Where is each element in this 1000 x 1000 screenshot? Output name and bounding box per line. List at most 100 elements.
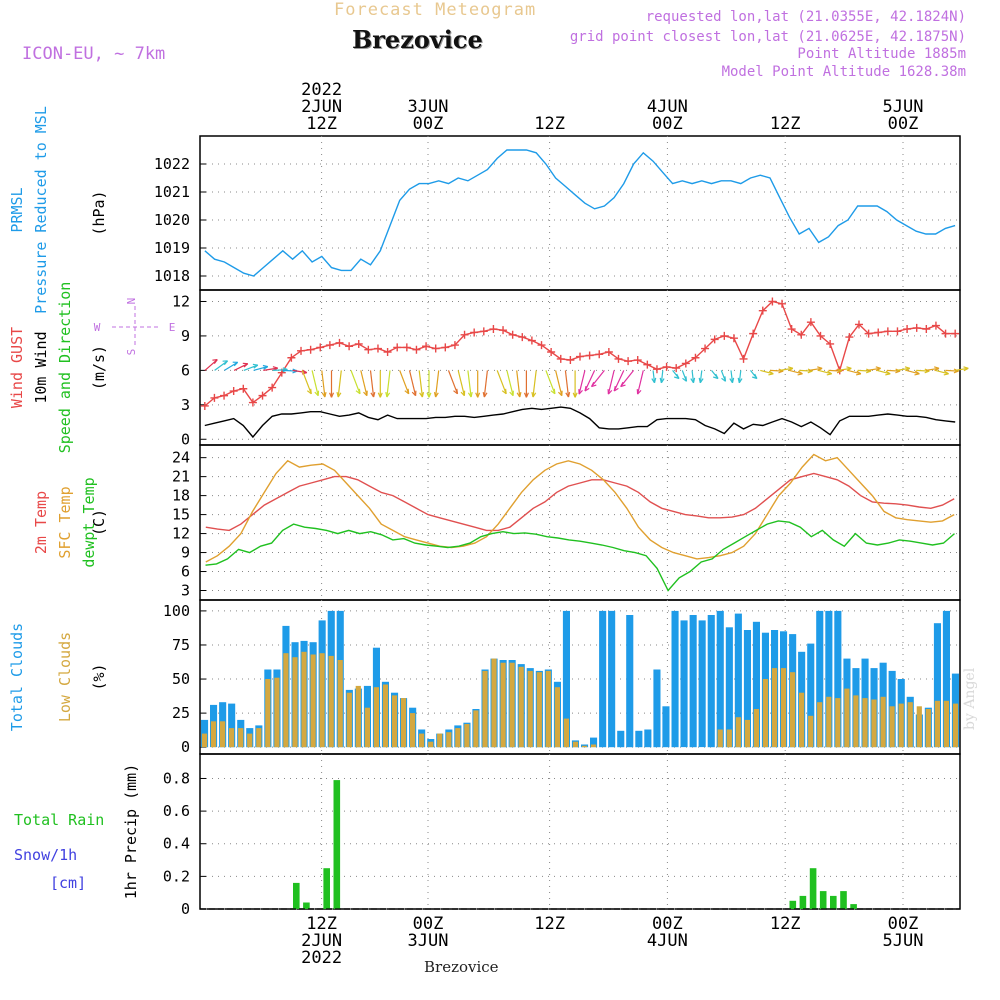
wind-arrow-head-24	[433, 391, 439, 398]
clouds-bar-total-clouds-58	[725, 627, 733, 748]
clouds-side-label-0: Total Clouds	[8, 623, 26, 731]
gust-marker-26	[450, 341, 459, 350]
clouds-bar-low-clouds-60	[744, 719, 750, 748]
clouds-bar-low-clouds-16	[346, 692, 352, 748]
gust-marker-17	[364, 345, 373, 354]
temperature-ytick-label-5: 18	[172, 487, 190, 505]
wind-arrow-74	[925, 367, 940, 371]
clouds-bar-total-clouds-57	[716, 610, 724, 748]
gust-marker-6	[258, 391, 267, 400]
clouds-bar-total-clouds-3	[228, 703, 236, 748]
precip-frame	[199, 753, 961, 910]
clouds-bar-low-clouds-17	[355, 685, 361, 748]
clouds-bar-low-clouds-28	[455, 728, 461, 748]
pressure-side-label-1: Pressure Reduced to MSL	[32, 106, 50, 314]
gust-marker-43	[614, 354, 623, 363]
wind-arrow-14	[337, 370, 342, 398]
clouds-bar-low-clouds-75	[880, 696, 886, 748]
wind-arrow-21	[408, 370, 417, 396]
clouds-bar-low-clouds-9	[283, 653, 289, 748]
wind-arrow-head-1	[222, 360, 229, 366]
gust-marker-73	[903, 325, 912, 334]
gust-marker-28	[470, 328, 479, 337]
gust-marker-29	[479, 327, 488, 336]
wind-arrow-31	[506, 370, 514, 396]
panel-precip: 0 0.2 0.4 0.6 0.8 1hr Precip (mm) Total Rain Sn…	[14, 753, 961, 918]
gust-marker-23	[422, 342, 431, 351]
wind-arrow-41	[591, 370, 605, 387]
wind-arrow-head-39	[578, 389, 583, 395]
clouds-bar-low-clouds-24	[419, 733, 425, 748]
wind-arrow-75	[935, 369, 949, 375]
wind-arrows	[204, 359, 969, 398]
wind-side-label-1: 10m Wind	[32, 331, 50, 403]
wind-arrow-54	[730, 370, 734, 383]
temperature-side-label-1: SFC Temp	[56, 486, 74, 558]
wind-arrow-head-72	[914, 370, 920, 376]
clouds-bar-low-clouds-66	[799, 692, 805, 748]
wind-arrow-head-62	[817, 366, 823, 372]
wind-arrow-50	[691, 370, 695, 383]
bottom-time-label-4-0: 12Z	[770, 914, 801, 934]
gust-marker-25	[441, 343, 450, 352]
clouds-bar-low-clouds-25	[428, 741, 434, 748]
temperature-ytick-label-2: 9	[181, 544, 190, 562]
temperature-ytick-label-1: 6	[181, 563, 190, 581]
wind-arrow-head-45	[636, 389, 642, 395]
clouds-bar-low-clouds-38	[545, 670, 551, 748]
wind-arrow-2	[224, 361, 239, 371]
wind-arrow-3	[233, 363, 249, 371]
gust-marker-53	[710, 335, 719, 344]
pressure-unit-label: (hPa)	[90, 190, 108, 235]
wind-arrow-head-16	[363, 390, 368, 397]
bottom-time-label-1-0: 00Z	[413, 914, 444, 934]
wind-arrow-77	[955, 367, 969, 371]
wind-arrow-head-48	[674, 373, 680, 380]
wind-arrow-head-27	[467, 391, 473, 398]
gust-marker-14	[335, 338, 344, 347]
wind-arrow-4	[243, 364, 259, 371]
wind-arrow-head-74	[934, 366, 940, 372]
wind-arrow-head-49	[682, 376, 688, 382]
wind-arrow-head-12	[321, 391, 327, 398]
gust-marker-75	[922, 325, 931, 334]
gust-marker-62	[797, 330, 806, 339]
pressure-ytick-label-1: 1019	[154, 239, 190, 257]
gust-marker-63	[806, 318, 815, 327]
pressure-series-prmsl	[204, 149, 956, 277]
wind-arrow-20	[399, 370, 410, 395]
wind-arrow-57	[760, 369, 774, 375]
wind-arrow-head-51	[698, 377, 704, 384]
precip-ytick-label-2: 0.4	[163, 835, 190, 853]
model-altitude: Model Point Altitude 1628.38m	[721, 64, 966, 80]
wind-arrow-73	[916, 369, 930, 372]
wind-arrow-11	[311, 370, 319, 396]
clouds-bar-low-clouds-72	[853, 695, 859, 748]
wind-arrow-head-0	[212, 359, 218, 364]
gust-marker-13	[325, 341, 334, 350]
wind-arrow-42	[607, 370, 615, 395]
gust-marker-68	[854, 320, 863, 329]
gust-marker-34	[527, 336, 536, 345]
temperature-ytick-label-3: 12	[172, 525, 190, 543]
precip-unit-label: 1hr Precip (mm)	[122, 764, 140, 899]
clouds-bar-total-clouds-82	[942, 610, 950, 748]
precip-bar-total-rain-12	[323, 868, 330, 909]
clouds-bar-low-clouds-78	[907, 702, 913, 748]
clouds-bar-total-clouds-61	[752, 621, 760, 748]
clouds-bar-total-clouds-56	[707, 615, 715, 748]
top-time-label-1-1: 00Z	[413, 114, 444, 134]
clouds-bar-low-clouds-13	[319, 653, 325, 748]
gust-marker-0	[200, 401, 209, 410]
precip-side-label-2: [cm]	[50, 874, 86, 892]
clouds-bar-low-clouds-80	[925, 709, 931, 748]
wind-arrow-head-19	[385, 391, 391, 398]
precip-ytick-label-3: 0.6	[163, 802, 190, 820]
wind-arrow-head-38	[572, 392, 578, 398]
clouds-bar-total-clouds-70	[834, 610, 842, 748]
clouds-bar-low-clouds-82	[943, 700, 949, 748]
gust-marker-58	[758, 306, 767, 315]
wind-compass: N S W E	[94, 298, 176, 356]
wind-arrow-head-55	[737, 377, 743, 384]
clouds-bar-total-clouds-54	[689, 615, 697, 748]
